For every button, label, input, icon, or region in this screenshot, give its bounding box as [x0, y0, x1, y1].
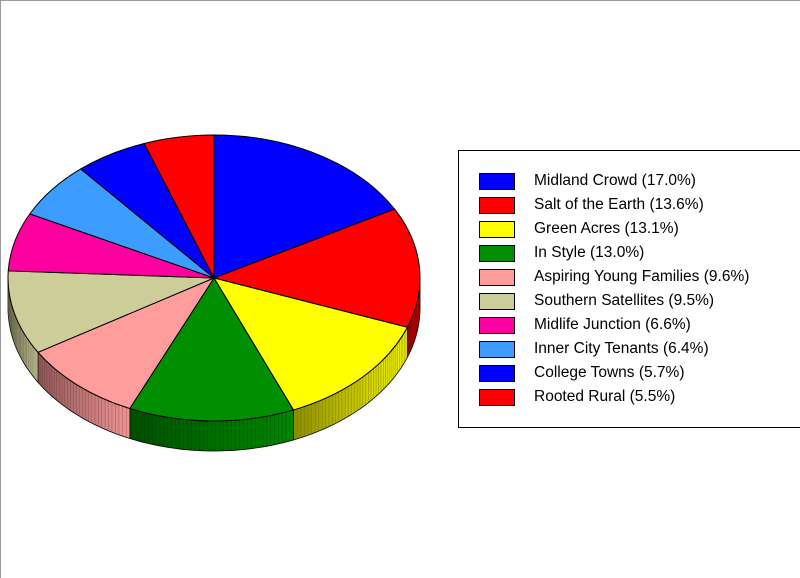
pie-side-hatch-6	[7, 278, 39, 383]
pie-top	[7, 134, 421, 422]
legend-swatch	[479, 268, 515, 286]
legend-swatch	[479, 292, 515, 310]
legend-swatch	[479, 364, 515, 382]
pie-slice-3	[212, 277, 409, 411]
legend-swatch	[479, 220, 515, 238]
legend-label: Midland Crowd (17.0%)	[534, 172, 696, 189]
legend-label: Green Acres (13.1%)	[534, 220, 679, 237]
legend-swatch	[479, 244, 515, 262]
legend: Midland Crowd (17.0%) Salt of the Earth (…	[458, 150, 800, 428]
legend-label: College Towns (5.7%)	[534, 364, 685, 381]
legend-label: Salt of the Earth (13.6%)	[534, 196, 704, 213]
legend-item: Southern Satellites (9.5%)	[479, 291, 714, 311]
legend-label: Inner City Tenants (6.4%)	[534, 340, 709, 357]
pie-slice-1	[213, 134, 396, 279]
legend-swatch	[479, 172, 515, 190]
legend-item: Salt of the Earth (13.6%)	[479, 195, 704, 215]
pie-slice-5	[37, 276, 216, 410]
legend-item: Midland Crowd (17.0%)	[479, 171, 696, 191]
legend-label: Southern Satellites (9.5%)	[534, 292, 715, 309]
legend-item: Inner City Tenants (6.4%)	[479, 339, 709, 359]
pie-slice-2	[212, 208, 421, 328]
legend-item: Green Acres (13.1%)	[479, 219, 679, 239]
legend-item: College Towns (5.7%)	[479, 363, 684, 383]
pie-slice-10	[143, 134, 215, 279]
pie-side-hatch-3	[293, 327, 408, 440]
legend-label: In Style (13.0%)	[534, 244, 645, 261]
legend-item: Aspiring Young Families (9.6%)	[479, 267, 749, 287]
pie-side-hatch-5	[37, 352, 131, 439]
legend-label: Midlife Junction (6.6%)	[534, 316, 691, 333]
pie-slice-6	[7, 270, 215, 353]
legend-item: Midlife Junction (6.6%)	[479, 315, 691, 335]
pie-side-hatch-2	[407, 278, 421, 358]
legend-label: Aspiring Young Families (9.6%)	[534, 268, 750, 285]
legend-swatch	[479, 196, 515, 214]
legend-swatch	[479, 316, 515, 334]
legend-item: Rooted Rural (5.5%)	[479, 387, 675, 407]
pie-side-hatch-4	[129, 408, 294, 451]
legend-label: Rooted Rural (5.5%)	[534, 388, 676, 405]
legend-item: In Style (13.0%)	[479, 243, 644, 263]
pie-slice-4	[129, 277, 295, 422]
legend-swatch	[479, 388, 515, 406]
legend-swatch	[479, 340, 515, 358]
